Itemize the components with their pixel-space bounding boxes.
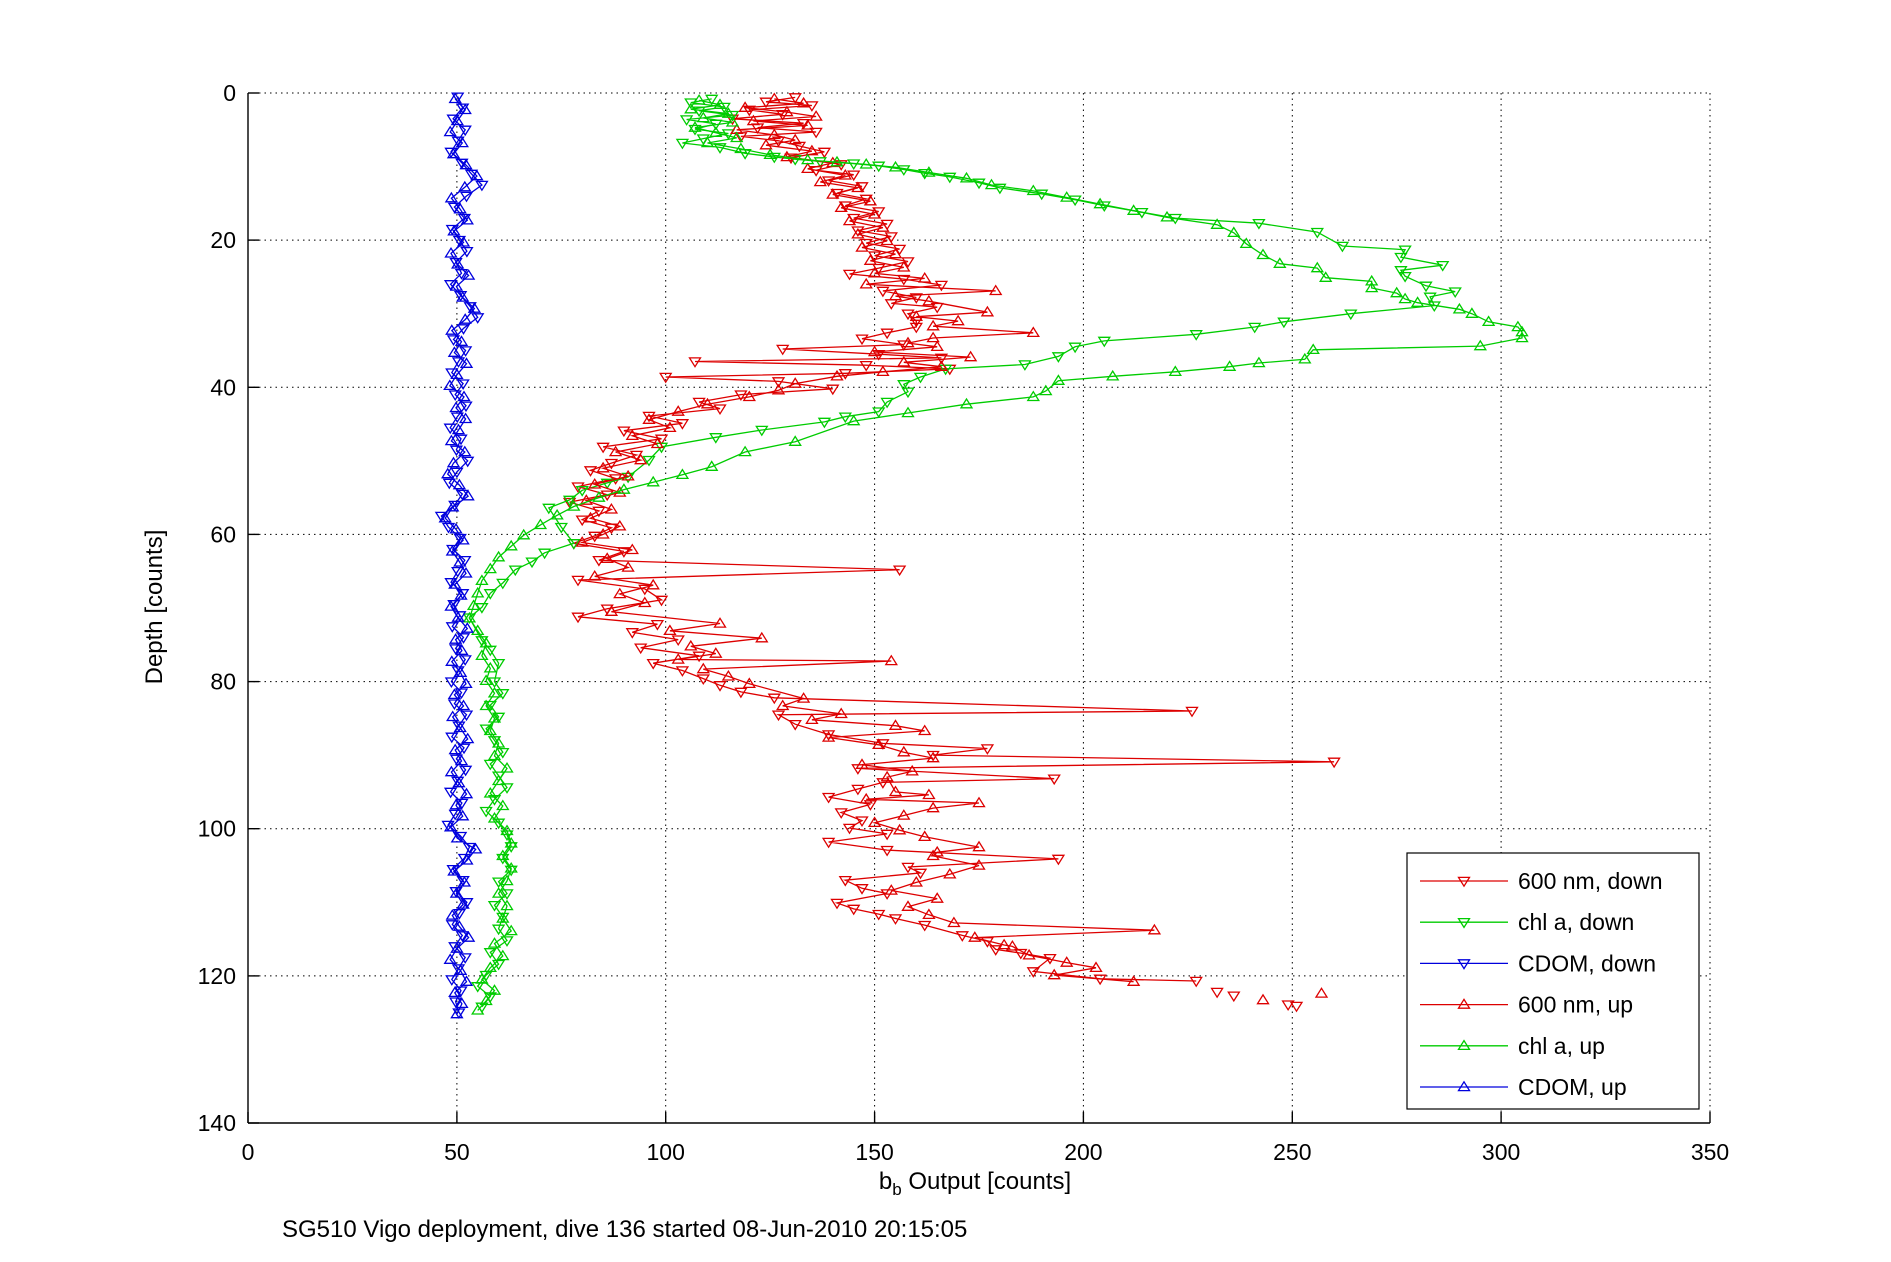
svg-text:100: 100	[647, 1139, 685, 1165]
svg-text:140: 140	[198, 1110, 236, 1136]
svg-text:600 nm, up: 600 nm, up	[1518, 992, 1633, 1018]
figure-caption: SG510 Vigo deployment, dive 136 started …	[282, 1216, 968, 1243]
x-axis-label-sub: b	[892, 1179, 902, 1199]
svg-text:600 nm, down: 600 nm, down	[1518, 868, 1662, 894]
svg-text:50: 50	[444, 1139, 470, 1165]
svg-text:CDOM, down: CDOM, down	[1518, 950, 1656, 976]
svg-text:150: 150	[855, 1139, 893, 1165]
svg-text:350: 350	[1691, 1139, 1729, 1165]
x-axis-label-base: b	[878, 1168, 893, 1195]
svg-text:300: 300	[1482, 1139, 1520, 1165]
svg-text:250: 250	[1273, 1139, 1311, 1165]
y-axis-label: Depth [counts]	[141, 529, 168, 685]
svg-text:chl a, up: chl a, up	[1518, 1033, 1605, 1059]
series-chl-a-down	[462, 94, 1462, 1014]
series-600-nm-up	[575, 92, 1329, 1005]
svg-text:20: 20	[210, 227, 236, 253]
svg-text:chl a, down: chl a, down	[1518, 909, 1634, 935]
series-cdom-up	[438, 92, 484, 1019]
axes: 0 50 100 150 200 250 300 350 0 20 40 60 80 100 120 140	[198, 80, 1730, 1165]
x-axis-label-rest: Output [counts]	[901, 1168, 1072, 1195]
svg-text:200: 200	[1064, 1139, 1102, 1165]
svg-text:CDOM, up: CDOM, up	[1518, 1074, 1627, 1100]
legend: 600 nm, down chl a, down CDOM, down 600 nm,…	[1406, 852, 1700, 1110]
series-chl-a-up	[462, 93, 1529, 1015]
x-axis-label: bb Output [counts]	[879, 1168, 1071, 1200]
svg-text:40: 40	[210, 374, 236, 400]
svg-text:100: 100	[198, 816, 236, 842]
svg-text:0: 0	[223, 80, 236, 106]
svg-text:60: 60	[210, 521, 236, 547]
svg-text:120: 120	[198, 963, 236, 989]
svg-text:0: 0	[242, 1139, 255, 1165]
svg-text:80: 80	[210, 669, 236, 695]
